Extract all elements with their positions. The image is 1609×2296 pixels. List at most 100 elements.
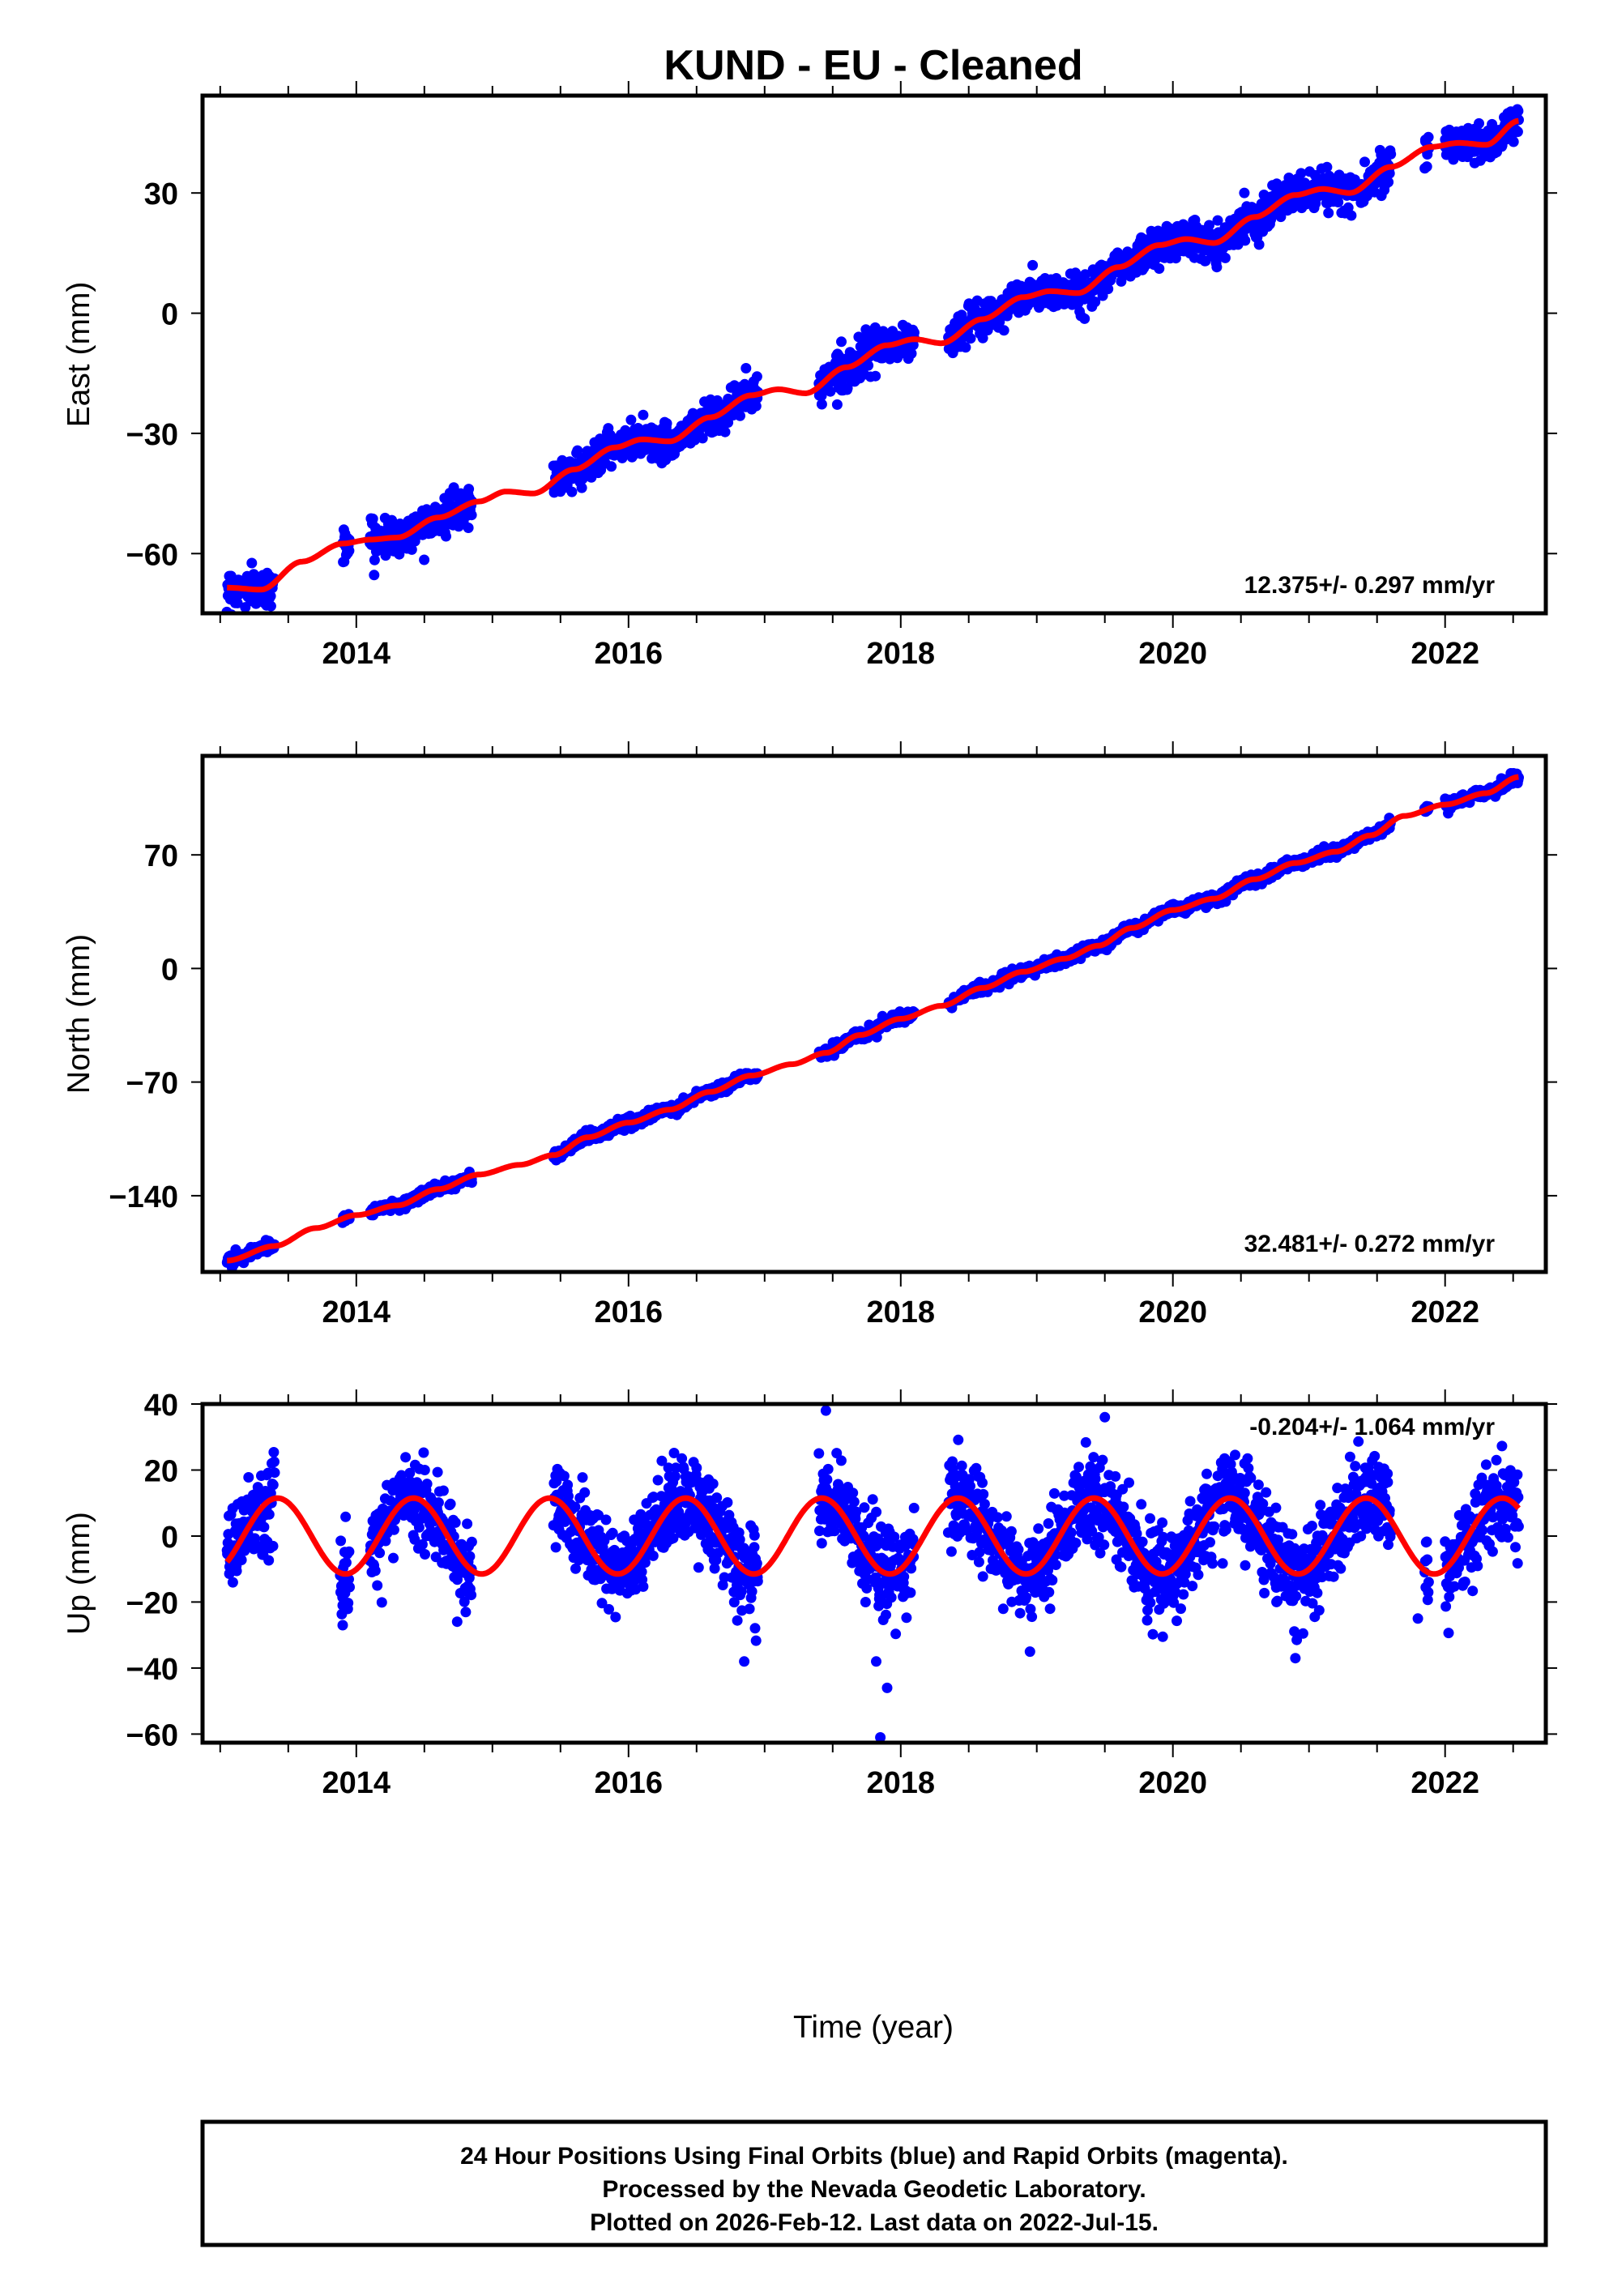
data-point (1240, 235, 1251, 246)
data-point (1474, 117, 1484, 129)
figure-title: KUND - EU - Cleaned (664, 42, 1082, 89)
data-point (420, 1549, 430, 1560)
data-point (1512, 126, 1523, 138)
data-point (263, 1509, 275, 1520)
data-point (870, 370, 881, 382)
y-tick-label: 0 (161, 298, 178, 332)
data-point (1295, 168, 1307, 179)
data-point (751, 371, 762, 382)
data-point (464, 1551, 476, 1562)
data-point (1385, 148, 1397, 160)
data-point (243, 1472, 254, 1483)
data-point (1359, 156, 1370, 168)
data-point (825, 386, 836, 397)
data-point (1200, 255, 1211, 267)
data-point (1421, 161, 1432, 173)
data-point (871, 1031, 882, 1043)
data-point (606, 461, 617, 472)
data-point (1253, 239, 1265, 250)
data-point (1384, 168, 1395, 179)
data-point (369, 554, 380, 565)
data-point (236, 1555, 247, 1565)
data-point (268, 1447, 280, 1457)
data-point (267, 1479, 279, 1491)
x-tick-label: 2016 (595, 1295, 664, 1329)
data-point (1103, 284, 1114, 295)
data-point (335, 1535, 347, 1547)
data-point (836, 336, 847, 348)
data-point (1383, 177, 1394, 188)
plot-frame (200, 93, 1548, 616)
data-point (466, 510, 477, 521)
data-point (227, 1577, 238, 1588)
data-point (419, 554, 430, 565)
data-point (445, 1498, 456, 1509)
data-point (750, 400, 762, 412)
data-point (607, 1527, 618, 1538)
data-point (466, 1590, 477, 1601)
data-point (1154, 263, 1165, 274)
data-point (1204, 220, 1214, 231)
data-point (1513, 105, 1524, 117)
data-point (265, 591, 276, 602)
x-tick-label: 2014 (322, 1295, 391, 1329)
data-point (1079, 269, 1090, 280)
y-tick-label: −30 (126, 418, 178, 452)
data-point (369, 570, 380, 581)
data-points (221, 104, 1524, 613)
data-point (462, 1518, 473, 1530)
data-point (421, 1479, 433, 1490)
data-point (1212, 215, 1223, 226)
data-point (906, 348, 917, 359)
data-point (1211, 262, 1223, 273)
data-point (719, 426, 731, 437)
data-point (863, 360, 874, 371)
data-point (600, 1514, 612, 1526)
data-point (376, 1597, 387, 1608)
data-point (816, 399, 827, 410)
data-point (263, 1555, 275, 1566)
data-point (1027, 259, 1039, 271)
data-point (576, 482, 587, 493)
y-tick-label: 30 (144, 177, 178, 211)
data-point (388, 1524, 399, 1535)
data-point (258, 1521, 270, 1533)
data-point (1090, 297, 1101, 308)
y-tick-label: −60 (126, 538, 178, 572)
data-point (1079, 313, 1090, 324)
y-axis-label: North (mm) (62, 934, 96, 1094)
data-point (441, 531, 451, 542)
data-point (562, 1479, 574, 1491)
x-tick-label: 2022 (1411, 637, 1479, 671)
data-point (831, 399, 843, 410)
data-point (1423, 131, 1434, 143)
data-point (965, 333, 976, 344)
x-tick-label: 2020 (1138, 1295, 1207, 1329)
data-point (1321, 161, 1333, 173)
y-tick-label: −140 (109, 1180, 178, 1214)
data-point (1219, 252, 1231, 263)
x-tick-label: 2022 (1411, 1295, 1479, 1329)
data-point (638, 1581, 649, 1592)
y-tick-label: 0 (161, 953, 178, 987)
data-point (433, 1497, 444, 1509)
data-point (1346, 210, 1357, 221)
data-point (463, 523, 474, 533)
data-point (1508, 136, 1519, 147)
data-point (267, 1540, 279, 1551)
data-point (344, 1546, 355, 1557)
data-point (269, 1467, 280, 1479)
data-point (998, 325, 1009, 336)
data-point (269, 1456, 280, 1467)
data-point (735, 410, 745, 421)
data-point (406, 544, 417, 555)
velocity-label: 12.375+/- 0.297 mm/yr (1244, 572, 1496, 599)
data-point (418, 1447, 429, 1458)
data-point (566, 486, 578, 497)
data-point (577, 1472, 588, 1483)
model-fit-line (226, 117, 1520, 593)
